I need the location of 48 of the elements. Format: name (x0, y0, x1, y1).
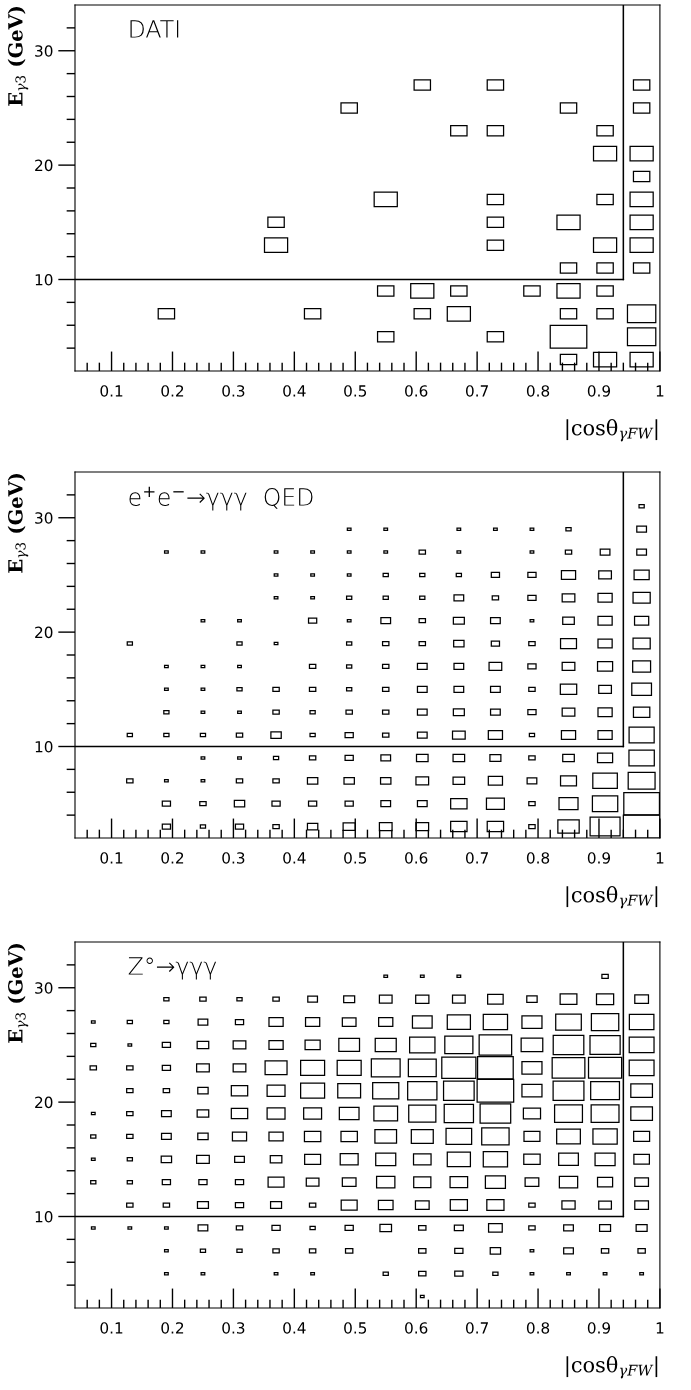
x-tick-label: 0.2 (161, 1322, 184, 1334)
x-tick-label: 0.1 (100, 852, 123, 864)
x-tick-label: 0.5 (344, 385, 367, 397)
annotation: e$^{+}$e$^{−}$→γγγ QED (129, 486, 313, 511)
y-tick-label: 30 (35, 45, 53, 57)
x-tick-label: 1 (656, 852, 664, 864)
x-tick-label: 0.8 (526, 1322, 550, 1334)
x-tick-label: 0.6 (405, 1322, 428, 1334)
x-tick-label: 0.3 (222, 1322, 245, 1334)
y-tick-label: 20 (35, 626, 53, 639)
x-tick-label: 0.5 (344, 852, 367, 864)
y-tick-label: 30 (35, 512, 53, 524)
x-axis-title: |cosθ$_{γFW}$| (566, 886, 658, 909)
x-tick-label: 0.3 (222, 852, 245, 864)
annotation: DATI (130, 20, 179, 38)
x-tick-label: 0.1 (100, 385, 123, 397)
y-axis-title: E$_{γ3}$ (GeV) (7, 474, 29, 573)
x-tick-label: 0.2 (161, 385, 184, 397)
x-axis-title: |cosθ$_{γFW}$| (566, 1356, 658, 1379)
y-tick-label: 20 (35, 1096, 53, 1109)
x-tick-label: 0.4 (283, 1322, 306, 1334)
x-tick-label: 0.1 (100, 1322, 123, 1334)
x-tick-label: 0.7 (465, 385, 488, 397)
annotation: Z°→γγγ (128, 957, 217, 980)
y-axis-title: E$_{γ3}$ (GeV) (7, 944, 29, 1043)
x-tick-label: 0.8 (526, 852, 550, 864)
y-tick-label: 30 (35, 982, 53, 994)
x-tick-label: 0.5 (344, 1322, 367, 1334)
x-tick-label: 0.6 (405, 852, 428, 864)
x-tick-label: 0.9 (587, 852, 611, 864)
y-tick-label: 10 (35, 1210, 53, 1223)
x-tick-label: 0.6 (405, 385, 428, 397)
x-tick-label: 0.9 (587, 385, 611, 397)
y-tick-label: 10 (35, 273, 53, 286)
x-tick-label: 0.2 (161, 852, 184, 864)
x-tick-label: 0.3 (222, 385, 245, 397)
x-axis-title: |cosθ$_{γFW}$| (566, 419, 658, 442)
y-axis-title: E$_{γ3}$ (GeV) (7, 7, 29, 106)
x-tick-label: 1 (656, 1322, 664, 1334)
x-tick-label: 0.9 (587, 1322, 611, 1334)
x-tick-label: 0.4 (283, 385, 306, 397)
x-tick-label: 0.4 (283, 852, 306, 864)
x-tick-label: 1 (656, 385, 664, 397)
x-tick-label: 0.7 (465, 1322, 488, 1334)
y-tick-label: 20 (35, 159, 53, 172)
x-tick-label: 0.7 (465, 852, 488, 864)
x-tick-label: 0.8 (526, 385, 550, 397)
y-tick-label: 10 (35, 740, 53, 753)
